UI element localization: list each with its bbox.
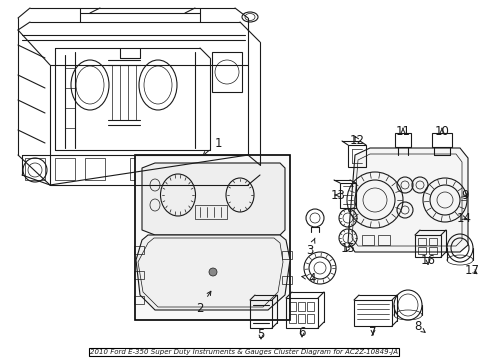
Bar <box>306 314 313 323</box>
Bar <box>215 158 235 180</box>
Bar <box>428 247 436 254</box>
Bar <box>288 302 295 311</box>
Text: 5: 5 <box>257 328 264 342</box>
Bar <box>130 158 150 180</box>
Text: 2: 2 <box>196 291 210 315</box>
Bar <box>353 300 391 326</box>
Bar <box>134 271 143 279</box>
Bar <box>135 155 289 320</box>
Text: 8: 8 <box>413 320 424 333</box>
Bar <box>212 52 242 92</box>
Text: 2010 Ford E-350 Super Duty Instruments & Gauges Cluster Diagram for AC2Z-10849-J: 2010 Ford E-350 Super Duty Instruments &… <box>90 349 397 355</box>
Bar <box>417 238 425 245</box>
Bar <box>417 247 425 254</box>
Text: 16: 16 <box>420 255 435 267</box>
Bar <box>431 133 451 147</box>
Bar <box>428 238 436 245</box>
Bar <box>282 251 291 259</box>
Text: 14: 14 <box>456 212 470 225</box>
Bar <box>282 276 291 284</box>
Bar <box>297 302 305 311</box>
Text: 7: 7 <box>368 325 376 338</box>
Bar <box>361 235 373 245</box>
Text: 10: 10 <box>434 125 448 138</box>
Text: 1: 1 <box>203 136 221 156</box>
Bar <box>195 205 226 219</box>
Bar <box>195 158 215 180</box>
Bar <box>134 296 143 304</box>
Bar <box>297 314 305 323</box>
Text: 12: 12 <box>349 134 364 147</box>
Text: 15: 15 <box>340 242 355 255</box>
Bar <box>339 183 355 208</box>
Text: 6: 6 <box>298 327 305 339</box>
Bar <box>377 235 389 245</box>
Bar <box>414 235 440 257</box>
Bar <box>249 300 271 328</box>
Bar <box>170 158 190 180</box>
Polygon shape <box>136 235 289 310</box>
Bar <box>306 302 313 311</box>
Text: 3: 3 <box>305 238 314 257</box>
Text: 4: 4 <box>301 271 315 284</box>
Circle shape <box>208 268 217 276</box>
Text: 9: 9 <box>460 189 468 202</box>
Polygon shape <box>347 148 467 252</box>
Text: 17: 17 <box>464 264 479 276</box>
Bar <box>25 158 45 180</box>
Bar <box>394 133 410 147</box>
Text: 11: 11 <box>395 125 409 138</box>
Bar <box>347 145 365 167</box>
Bar <box>55 158 75 180</box>
Bar <box>285 298 317 328</box>
Bar <box>85 158 105 180</box>
Text: 13: 13 <box>330 189 345 202</box>
Bar <box>134 246 143 254</box>
Bar <box>288 314 295 323</box>
Polygon shape <box>142 163 285 235</box>
